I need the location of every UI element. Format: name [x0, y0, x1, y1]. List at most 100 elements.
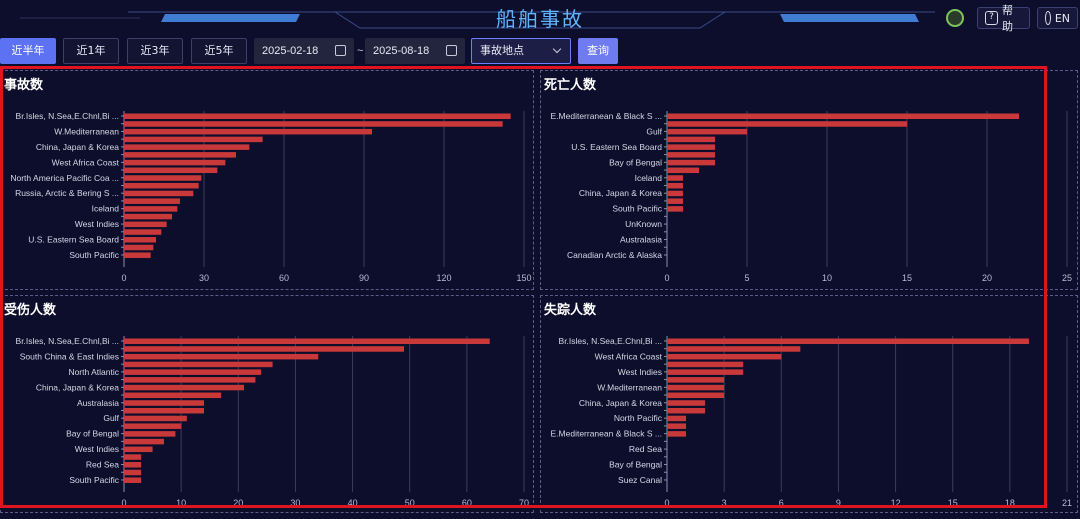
bar	[124, 128, 372, 135]
bar	[124, 462, 142, 468]
x-tick-label: 0	[664, 498, 669, 508]
help-label: 帮助	[1001, 4, 1013, 33]
bar	[667, 136, 715, 143]
bar	[124, 252, 151, 258]
bar	[124, 229, 162, 235]
y-tick-label: Bay of Bengal	[609, 460, 662, 470]
header-bar: 船舶事故 ? 帮助 EN	[0, 0, 1080, 34]
filter-toolbar: 近半年 近1年 近3年 近5年 2025-02-18 ~ 2025-08-18 …	[0, 38, 1080, 64]
y-tick-label: China, Japan & Korea	[579, 188, 662, 198]
bar	[124, 423, 182, 429]
x-tick-label: 70	[519, 498, 529, 508]
help-icon: ?	[985, 11, 998, 25]
range-3-year-button[interactable]: 近3年	[127, 38, 183, 64]
bar	[667, 361, 744, 368]
bar	[124, 198, 180, 204]
missing-chart-title: 失踪人数	[544, 303, 597, 318]
language-label: EN	[1054, 11, 1070, 25]
bar	[667, 113, 1019, 119]
bar	[124, 244, 154, 251]
bar	[124, 477, 142, 483]
query-button[interactable]: 查询	[578, 38, 618, 64]
accidents-panel: 事故数 0 30 60 90 120 150 Br.Isles, N.Sea,E.Chnl,…	[0, 70, 534, 290]
bar	[124, 361, 273, 368]
y-tick-label: E.Mediterranean & Black S ...	[551, 111, 663, 121]
bar	[124, 369, 262, 375]
x-tick-label: 20	[982, 273, 992, 283]
help-button[interactable]: ? 帮助	[977, 4, 1030, 33]
y-tick-label: Br.Isles, N.Sea,E.Chnl,Bi ...	[559, 336, 662, 346]
range-half-year-button[interactable]: 近半年	[0, 38, 56, 64]
globe-icon	[1045, 11, 1051, 25]
y-tick-label: W.Mediterranean	[597, 382, 662, 392]
y-tick-label: Red Sea	[629, 444, 662, 454]
bar	[667, 167, 699, 174]
y-tick-label: West Africa Coast	[595, 351, 663, 361]
injuries-panel: 受伤人数 0 10 20 30 40 50 60 70 Br.Isles, N.Sea,E.Ch…	[0, 295, 534, 513]
start-date-input[interactable]: 2025-02-18	[254, 38, 354, 64]
y-tick-label: Br.Isles, N.Sea,E.Chnl,Bi ...	[16, 336, 119, 346]
bar	[667, 206, 683, 212]
accidents-chart-title: 事故数	[4, 78, 44, 93]
y-tick-label: UnKnown	[625, 219, 662, 229]
bar	[124, 377, 256, 383]
deaths-chart-title: 死亡人数	[544, 78, 597, 93]
range-5-year-button[interactable]: 近5年	[191, 38, 247, 64]
y-tick-label: West Indies	[75, 219, 119, 229]
bar	[124, 144, 250, 150]
bar	[667, 353, 782, 360]
missing-panel: 失踪人数 0 3 6 9 12 15 18 21 Br.Isles, N.Sea,E.Chnl,…	[540, 295, 1078, 513]
y-tick-label: Bay of Bengal	[609, 157, 662, 167]
y-tick-label: Russia, Arctic & Bering S ...	[15, 188, 119, 198]
y-tick-label: China, Japan & Korea	[36, 142, 119, 152]
bar	[667, 369, 744, 375]
filter-select[interactable]: 事故地点	[471, 38, 571, 64]
bar	[124, 392, 222, 399]
filter-select-value: 事故地点	[480, 44, 524, 57]
bar	[667, 431, 687, 437]
bar	[667, 182, 683, 189]
x-tick-label: 120	[436, 273, 451, 283]
x-tick-label: 60	[462, 498, 472, 508]
y-tick-label: North America Pacific Coa ...	[10, 173, 119, 183]
y-tick-label: China, Japan & Korea	[579, 398, 662, 408]
y-tick-label: South China & East Indies	[20, 351, 119, 361]
bar	[124, 167, 218, 174]
bar	[124, 152, 236, 158]
bar	[124, 121, 503, 127]
y-tick-label: E.Mediterranean & Black S ...	[551, 429, 663, 439]
bar	[124, 400, 204, 406]
y-tick-label: West Africa Coast	[52, 157, 120, 167]
x-tick-label: 40	[348, 498, 358, 508]
x-tick-label: 20	[233, 498, 243, 508]
missing-chart: 0 3 6 9 12 15 18 21 Br.Isles, N.Sea,E.Chnl,Bi ..…	[551, 336, 1072, 508]
x-tick-label: 12	[891, 498, 901, 508]
y-tick-label: Australasia	[77, 398, 119, 408]
bar	[667, 415, 687, 422]
bar	[667, 152, 715, 158]
y-tick-label: South Pacific	[69, 250, 119, 260]
bar	[124, 415, 187, 422]
range-1-year-button[interactable]: 近1年	[63, 38, 119, 64]
bar	[124, 338, 490, 344]
x-tick-label: 10	[822, 273, 832, 283]
end-date-input[interactable]: 2025-08-18	[365, 38, 465, 64]
y-tick-label: South Pacific	[612, 204, 662, 214]
bar	[667, 338, 1029, 344]
y-tick-label: Gulf	[103, 413, 119, 423]
y-tick-label: Canadian Arctic & Alaska	[567, 250, 662, 260]
bar	[124, 136, 263, 143]
accidents-chart: 0 30 60 90 120 150 Br.Isles, N.Sea,E.Chnl,Bi .…	[10, 111, 532, 283]
bar	[667, 190, 683, 197]
x-tick-label: 25	[1062, 273, 1072, 283]
x-tick-label: 0	[121, 498, 126, 508]
bar	[124, 113, 511, 119]
y-tick-label: U.S. Eastern Sea Board	[28, 235, 119, 245]
date-separator: ~	[357, 45, 364, 57]
deaths-panel: 死亡人数 0 5 10 15 20 25 E.Mediterranean & Black S…	[540, 70, 1078, 290]
bar	[124, 431, 176, 437]
page-title: 船舶事故	[496, 7, 584, 31]
language-button[interactable]: EN	[1037, 7, 1078, 29]
bar	[667, 377, 725, 383]
y-tick-label: Iceland	[92, 204, 120, 214]
